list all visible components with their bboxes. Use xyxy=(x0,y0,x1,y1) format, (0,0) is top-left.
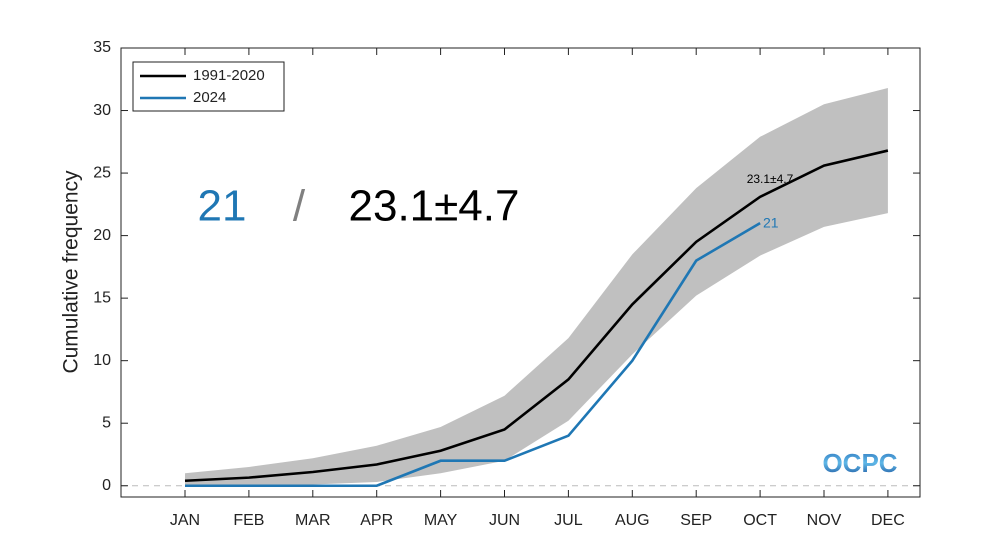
y-tick-label: 0 xyxy=(102,477,111,494)
logo: OCPC xyxy=(822,448,897,478)
y-tick-label: 35 xyxy=(93,39,111,56)
x-tick-label: APR xyxy=(360,512,393,529)
band xyxy=(185,88,888,486)
y-tick-label: 5 xyxy=(102,414,111,431)
annotation: 23.1±4.7 xyxy=(747,172,794,186)
x-tick-label: JUL xyxy=(554,512,583,529)
x-tick-label: SEP xyxy=(680,512,712,529)
y-tick-label: 10 xyxy=(93,352,111,369)
x-tick-label: MAY xyxy=(424,512,458,529)
x-tick-label: AUG xyxy=(615,512,650,529)
y-tick-label: 30 xyxy=(93,102,111,119)
annotation: 23.1±4.7 xyxy=(349,182,520,231)
annotation: 21 xyxy=(198,182,247,231)
annotation: / xyxy=(293,182,306,231)
x-tick-label: OCT xyxy=(743,512,777,529)
series-line xyxy=(184,149,889,483)
y-axis-label: Cumulative frequency xyxy=(60,170,83,374)
x-tick-label: DEC xyxy=(871,512,905,529)
y-tick-label: 15 xyxy=(93,289,111,306)
annotation: 21 xyxy=(763,215,779,231)
x-tick-label: JAN xyxy=(170,512,200,529)
x-tick-label: MAR xyxy=(295,512,331,529)
series-line xyxy=(185,221,761,488)
x-tick-label: JUN xyxy=(489,512,520,529)
x-tick-label: FEB xyxy=(233,512,264,529)
plot-frame xyxy=(120,47,921,498)
legend-label: 2024 xyxy=(193,89,226,106)
legend-box xyxy=(132,61,285,112)
legend-label: 1991-2020 xyxy=(193,67,265,84)
y-tick-label: 25 xyxy=(93,164,111,181)
y-tick-label: 20 xyxy=(93,227,111,244)
x-tick-label: NOV xyxy=(807,512,842,529)
